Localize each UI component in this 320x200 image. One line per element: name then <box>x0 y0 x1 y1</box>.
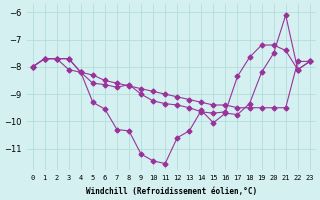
X-axis label: Windchill (Refroidissement éolien,°C): Windchill (Refroidissement éolien,°C) <box>86 187 257 196</box>
